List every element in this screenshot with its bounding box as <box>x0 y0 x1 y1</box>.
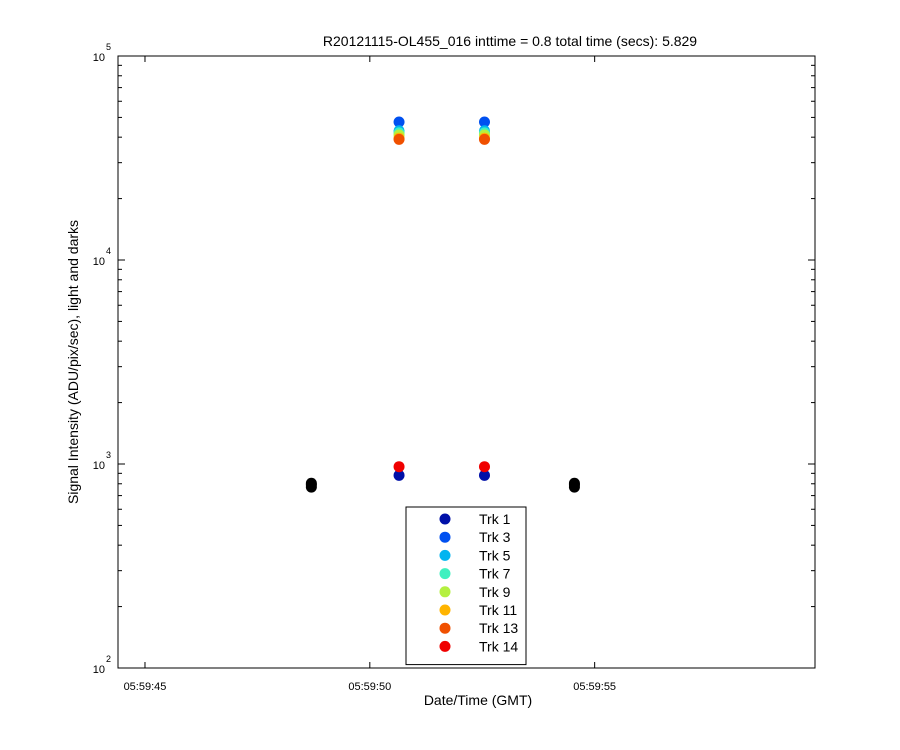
chart-title: R20121115-OL455_016 inttime = 0.8 total … <box>323 33 697 49</box>
legend-marker <box>439 549 451 561</box>
data-points <box>305 116 580 493</box>
x-tick-labels: 05:59:45 05:59:50 05:59:55 <box>124 681 617 693</box>
x-tick-label: 05:59:45 <box>124 681 167 693</box>
y-tick-label: 103 <box>93 450 111 472</box>
axis-ticks <box>118 55 815 669</box>
data-point <box>478 116 490 128</box>
y-tick-label: 104 <box>93 246 111 268</box>
data-point <box>393 469 405 481</box>
data-point <box>478 461 490 473</box>
y-tick-label-exponent: 4 <box>106 246 111 256</box>
legend-marker <box>439 513 451 525</box>
data-point <box>478 133 490 145</box>
y-tick-label-exponent: 3 <box>106 450 111 460</box>
data-point <box>393 461 405 473</box>
y-axis-label: Signal Intensity (ADU/pix/sec), light an… <box>65 220 81 504</box>
legend-label: Trk 1 <box>479 511 511 527</box>
legend-entry: Trk 3 <box>439 529 511 545</box>
legend-entry: Trk 7 <box>439 566 511 582</box>
y-tick-label: 105 <box>93 42 111 64</box>
legend-label: Trk 13 <box>479 620 518 636</box>
y-tick-label: 102 <box>93 654 111 676</box>
legend-entry: Trk 1 <box>439 511 511 527</box>
legend-box <box>405 506 527 666</box>
legend-label: Trk 7 <box>479 566 511 582</box>
y-tick-label-base: 10 <box>93 256 105 268</box>
legend-label: Trk 3 <box>479 529 511 545</box>
data-point <box>393 133 405 145</box>
data-point <box>393 116 405 128</box>
legend-entry: Trk 11 <box>439 602 517 618</box>
y-tick-label-base: 10 <box>93 664 105 676</box>
y-tick-label-exponent: 2 <box>106 654 111 664</box>
legend-label: Trk 11 <box>479 602 517 618</box>
legend-marker <box>439 568 451 580</box>
x-axis-label: Date/Time (GMT) <box>424 692 532 708</box>
y-tick-label-exponent: 5 <box>106 42 111 52</box>
x-tick-label: 05:59:50 <box>348 681 391 693</box>
legend-entry: Trk 5 <box>439 547 511 563</box>
legend-marker <box>439 622 451 634</box>
dark-point <box>305 477 317 489</box>
legend-label: Trk 9 <box>479 584 511 600</box>
data-point <box>478 469 490 481</box>
legend-marker <box>439 586 451 598</box>
legend-label: Trk 5 <box>479 547 511 563</box>
legend-marker <box>439 640 451 652</box>
y-tick-label-base: 10 <box>93 460 105 472</box>
legend-marker <box>439 531 451 543</box>
legend-entry: Trk 14 <box>439 638 518 654</box>
legend-label: Trk 14 <box>479 638 518 654</box>
legend-marker <box>439 604 451 616</box>
legend: Trk 1 Trk 3 Trk 5 Trk 7 Trk 9 Trk 11 Trk 13 Trk… <box>405 506 527 666</box>
legend-entry: Trk 13 <box>439 620 518 636</box>
dark-point <box>568 477 580 489</box>
legend-entry: Trk 9 <box>439 584 511 600</box>
y-tick-label-base: 10 <box>93 52 105 64</box>
x-tick-label: 05:59:55 <box>573 681 616 693</box>
